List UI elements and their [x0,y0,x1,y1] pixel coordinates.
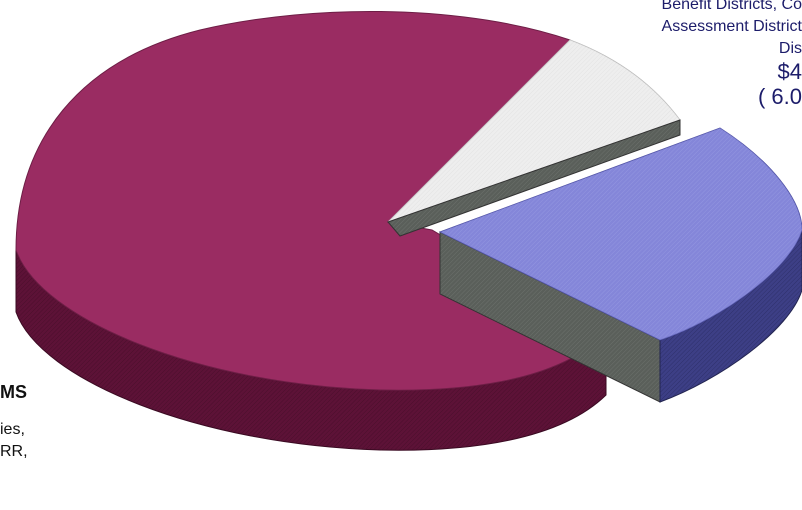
annotation-left-line-1: ies, [0,421,25,438]
annotation-left-line-0: MS [0,382,27,402]
annotation-right-line-3: $4 [778,59,802,84]
slice-white-texture [388,40,680,222]
annotation-right-line-2: Dis [779,40,802,57]
slice-blue-texture [440,128,802,340]
slice-wall-grey-top [387,119,681,237]
annotation-right-line-4: ( 6.0 [758,84,802,109]
annotation-left-line-2: RR, [0,443,28,460]
annotation-right-line-1: Assessment District [662,18,802,35]
annotation-right-line-0: Benefit Districts, Co [662,0,802,13]
